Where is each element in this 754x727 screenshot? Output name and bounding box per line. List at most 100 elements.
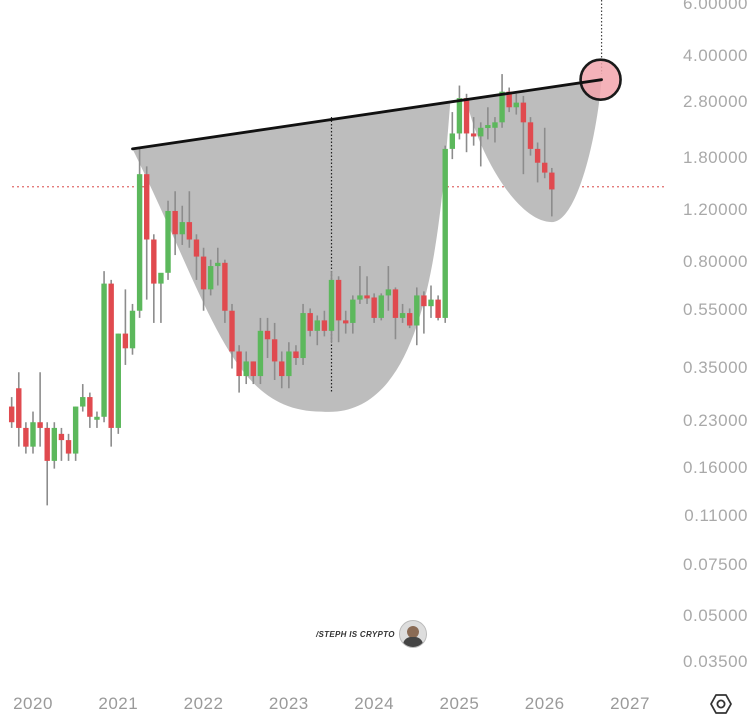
candle: [108, 279, 114, 447]
candle: [215, 247, 221, 286]
candle: [144, 166, 150, 300]
candle: [200, 247, 207, 311]
watermark-avatar: [398, 620, 427, 648]
x-tick: 2024: [354, 694, 395, 713]
candle: [414, 287, 420, 346]
candle: [357, 266, 363, 304]
x-tick: 2020: [13, 694, 53, 713]
candle: [492, 117, 498, 143]
candle: [23, 422, 29, 454]
candle: [286, 342, 292, 389]
candle: [328, 271, 335, 343]
candle: [421, 291, 427, 334]
y-tick: 6.00000: [683, 0, 748, 14]
candle: [87, 392, 93, 428]
neckline-trendline: [131, 58, 622, 151]
x-tick: 2025: [439, 694, 480, 713]
candles: [8, 74, 555, 506]
candle: [8, 397, 15, 428]
candle: [293, 345, 299, 365]
x-tick: 2027: [610, 694, 650, 713]
candle: [165, 200, 171, 280]
candle: [236, 345, 242, 393]
candle: [229, 303, 235, 369]
candle: [513, 93, 519, 115]
candle: [243, 351, 249, 385]
candle: [385, 266, 392, 311]
candle: [80, 384, 86, 412]
candle: [542, 127, 548, 179]
candle: [16, 372, 22, 447]
vertical-dotted-lines: [330, 0, 603, 392]
candle: [193, 234, 200, 280]
y-tick: 2.80000: [683, 91, 748, 111]
candle: [463, 93, 470, 153]
y-tick: 0.11000: [684, 505, 748, 525]
candle: [485, 107, 491, 140]
cup-shape: [132, 101, 451, 412]
candle: [456, 85, 463, 140]
candle: [478, 122, 484, 167]
handle-shape: [466, 79, 602, 223]
candle: [257, 317, 264, 385]
candle: [527, 117, 534, 156]
candle: [279, 351, 285, 389]
gear-icon[interactable]: [709, 692, 733, 716]
candle: [186, 191, 193, 248]
candle: [158, 272, 164, 323]
candle: [271, 322, 278, 380]
candle: [314, 315, 320, 346]
candle: [122, 289, 129, 365]
candle: [207, 259, 214, 296]
candle: [399, 303, 406, 323]
candle: [406, 308, 413, 329]
candle: [58, 427, 65, 461]
candle: [392, 287, 399, 340]
candle: [364, 276, 370, 304]
candle: [343, 310, 349, 334]
y-tick: 0.23000: [683, 411, 748, 431]
candle: [72, 406, 79, 461]
y-tick: 0.55000: [683, 299, 748, 319]
y-tick: 4.00000: [683, 46, 748, 65]
candle: [94, 411, 100, 428]
watermark: /STEPH IS CRYPTO: [316, 620, 427, 648]
candle: [30, 411, 36, 454]
candle: [172, 191, 178, 256]
candle: [534, 142, 541, 183]
candle: [264, 317, 271, 359]
candle: [37, 372, 43, 447]
x-tick: 2021: [98, 694, 139, 713]
y-tick: 0.16000: [683, 457, 748, 477]
candle: [51, 422, 58, 469]
candle: [44, 422, 50, 506]
candle: [442, 145, 448, 323]
candle: [520, 95, 527, 175]
candle: [470, 117, 477, 146]
candle: [506, 87, 512, 113]
y-tick: 0.80000: [683, 251, 748, 271]
candle: [307, 308, 313, 337]
candle: [335, 276, 342, 343]
candle: [151, 234, 157, 323]
candle: [378, 293, 384, 321]
candle: [321, 310, 328, 337]
candle: [449, 112, 456, 160]
candle: [371, 293, 377, 323]
candle: [101, 271, 107, 423]
y-tick: 0.05000: [683, 606, 748, 626]
y-tick: 0.35000: [683, 357, 748, 377]
candle: [549, 167, 555, 217]
candle: [179, 205, 185, 245]
candle: [115, 333, 121, 434]
candle: [435, 295, 441, 321]
x-tick: 2026: [524, 694, 565, 713]
candle: [250, 361, 257, 385]
candle: [129, 303, 136, 355]
watermark-text: /STEPH IS CRYPTO: [316, 629, 395, 639]
x-tick: 2023: [268, 694, 309, 713]
candle: [300, 303, 306, 365]
y-tick: 1.80000: [683, 148, 748, 168]
candle: [65, 433, 72, 461]
candle: [136, 148, 143, 318]
